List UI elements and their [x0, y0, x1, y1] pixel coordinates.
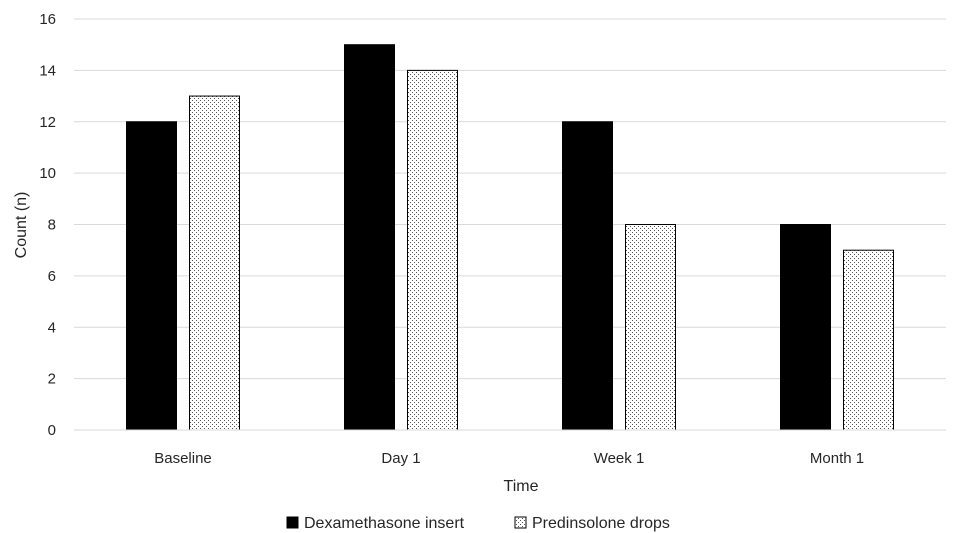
legend-label-dexamethasone: Dexamethasone insert [304, 515, 465, 532]
y-tick-label-0: 0 [48, 422, 56, 439]
x-tick-label-week-1: Week 1 [594, 450, 645, 467]
legend-swatch-dexamethasone [286, 516, 299, 529]
x-tick-label-baseline: Baseline [154, 450, 212, 467]
bar-dexamethasone-day-1 [344, 44, 395, 431]
y-tick-label-12: 12 [39, 114, 56, 131]
x-axis: Baseline Day 1 Week 1 Month 1 [154, 450, 864, 467]
bar-predinsolone-baseline [189, 95, 240, 431]
legend: Dexamethasone insert Predinsolone drops [286, 515, 670, 532]
y-axis: 0 2 4 6 8 10 12 14 16 [39, 11, 56, 439]
y-tick-label-6: 6 [48, 268, 56, 285]
x-tick-label-month-1: Month 1 [810, 450, 864, 467]
y-tick-label-2: 2 [48, 371, 56, 388]
bar-dexamethasone-baseline [126, 121, 177, 431]
bar-dexamethasone-week-1 [562, 121, 613, 431]
y-tick-label-8: 8 [48, 217, 56, 234]
bar-predinsolone-week-1 [625, 224, 676, 431]
x-tick-label-day-1: Day 1 [381, 450, 420, 467]
bar-predinsolone-day-1 [407, 69, 458, 431]
legend-label-predinsolone: Predinsolone drops [532, 515, 670, 532]
y-tick-label-16: 16 [39, 11, 56, 28]
x-axis-title: Time [504, 478, 539, 495]
y-tick-label-14: 14 [39, 62, 56, 79]
y-tick-label-10: 10 [39, 165, 56, 182]
bar-dexamethasone-month-1 [780, 224, 831, 431]
bars [126, 44, 894, 431]
bar-predinsolone-month-1 [843, 249, 894, 431]
legend-swatch-predinsolone [514, 516, 527, 529]
y-tick-label-4: 4 [48, 319, 56, 336]
y-axis-title: Count (n) [13, 192, 30, 259]
